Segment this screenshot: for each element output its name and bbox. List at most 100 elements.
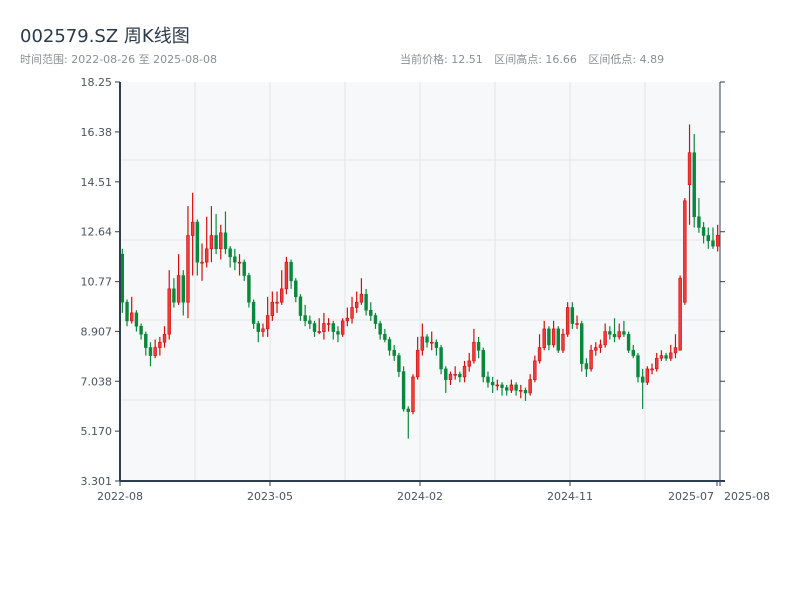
candle-body — [130, 312, 134, 322]
candle — [284, 256, 289, 295]
candle — [664, 352, 668, 361]
candle-body — [280, 288, 284, 303]
candle — [603, 323, 607, 348]
candle-body — [153, 347, 157, 356]
candle — [580, 320, 584, 372]
candle — [411, 374, 415, 415]
candle — [167, 270, 171, 340]
candle-body — [214, 235, 218, 250]
candle — [561, 328, 565, 353]
candle — [500, 382, 504, 396]
candle — [626, 331, 631, 353]
candle — [190, 192, 195, 276]
candle-body — [275, 301, 279, 304]
candle — [551, 320, 556, 348]
x-tick-label: 2024-02 — [397, 490, 443, 503]
candle — [467, 352, 471, 372]
candle — [369, 302, 373, 321]
candle — [608, 326, 612, 340]
candle — [214, 214, 218, 255]
candle-body — [612, 333, 617, 338]
candle — [570, 302, 575, 329]
candle — [533, 355, 537, 383]
candle — [697, 198, 701, 233]
candle — [233, 248, 237, 271]
candle-body — [322, 323, 326, 332]
x-tick-label: 2024-11 — [547, 490, 593, 503]
candle — [340, 318, 345, 337]
candle-body — [256, 323, 260, 332]
candle-body — [326, 323, 331, 325]
candle-body — [434, 341, 439, 348]
x-tick-label: 2023-05 — [247, 490, 293, 503]
candle — [162, 326, 167, 348]
candle-body — [598, 344, 603, 348]
candle — [509, 379, 514, 393]
candle-body — [584, 363, 589, 370]
candle-body — [425, 336, 429, 343]
candle-body — [223, 232, 228, 250]
candle — [439, 344, 443, 375]
candle-body — [294, 280, 298, 298]
x-tick-label: 2025-07 — [668, 490, 714, 503]
candle-body — [537, 347, 542, 362]
candle-body — [472, 341, 476, 362]
candle — [519, 384, 523, 399]
candle — [134, 310, 139, 332]
candle-body — [650, 368, 654, 371]
candle — [378, 320, 382, 340]
candle-body — [678, 277, 682, 351]
candle-body — [383, 333, 387, 340]
candle-body — [687, 152, 692, 186]
candle-body — [270, 301, 275, 316]
candle-body — [242, 261, 246, 276]
candle — [556, 326, 560, 353]
candle-body — [392, 349, 396, 356]
y-tick-label: 18.25 — [81, 76, 113, 89]
candle-body — [373, 315, 378, 324]
candle — [547, 326, 551, 351]
candle-body — [575, 323, 579, 325]
y-tick-label: 3.301 — [81, 475, 113, 488]
candle-body — [711, 240, 715, 247]
candle-body — [336, 331, 340, 335]
candle — [669, 344, 673, 361]
candle — [528, 374, 532, 396]
candle-body — [378, 323, 382, 335]
candle-body — [636, 355, 640, 378]
candle-body — [125, 301, 129, 322]
candle-body — [406, 408, 410, 412]
candle — [355, 291, 359, 313]
y-tick-label: 14.51 — [81, 176, 113, 189]
candle-body — [420, 336, 425, 351]
candle — [673, 334, 678, 359]
candle-body — [551, 328, 556, 346]
candle-body — [692, 152, 696, 218]
y-tick-label: 7.038 — [81, 375, 113, 388]
candle-body — [523, 389, 528, 394]
candle-body — [655, 357, 659, 370]
candle-body — [200, 261, 204, 264]
candle-body — [359, 293, 364, 303]
candle-body — [284, 261, 289, 290]
candle-body — [444, 368, 448, 380]
candle-body — [387, 339, 392, 351]
candle-body — [401, 371, 406, 410]
candle-body — [158, 341, 162, 348]
candle-body — [448, 373, 453, 380]
candle-body — [580, 323, 584, 364]
candle — [317, 318, 321, 335]
candle — [397, 352, 401, 377]
candle-body — [542, 328, 546, 348]
candle — [458, 371, 462, 383]
candle — [294, 278, 298, 303]
candle — [205, 216, 209, 268]
candle-body — [144, 333, 148, 348]
candle — [683, 198, 687, 305]
candle — [336, 326, 340, 343]
candle — [706, 227, 710, 249]
candle — [659, 350, 664, 361]
candle — [195, 219, 200, 276]
candle — [265, 296, 270, 337]
period-high: 区间高点: 16.66 — [494, 53, 577, 66]
